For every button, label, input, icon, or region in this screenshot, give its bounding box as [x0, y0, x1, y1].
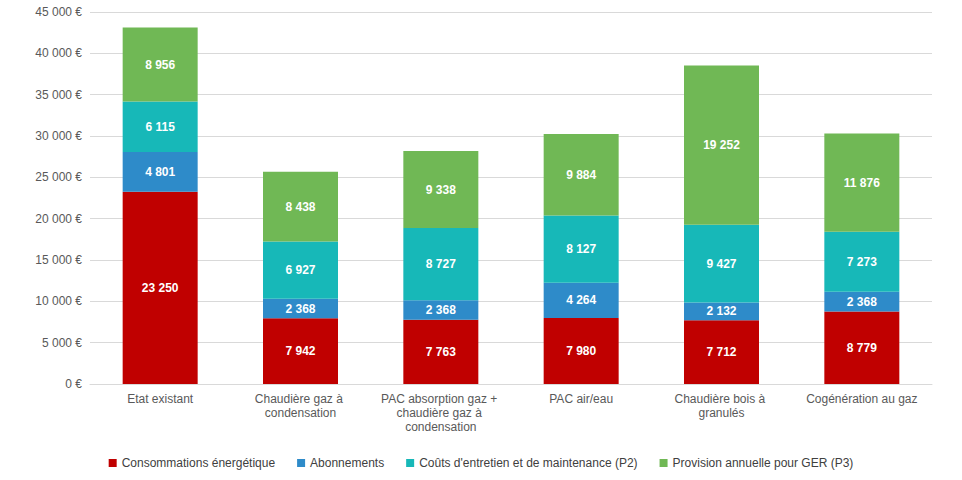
- svg-text:4 801: 4 801: [145, 165, 175, 179]
- svg-text:6 927: 6 927: [285, 263, 315, 277]
- svg-text:35 000 €: 35 000 €: [35, 88, 82, 102]
- svg-text:granulés: granulés: [698, 406, 744, 420]
- svg-text:7 980: 7 980: [566, 344, 596, 358]
- svg-text:2 368: 2 368: [426, 303, 456, 317]
- svg-text:Chaudière gaz à: Chaudière gaz à: [255, 392, 346, 406]
- svg-text:8 779: 8 779: [847, 341, 877, 355]
- svg-text:2 132: 2 132: [706, 304, 736, 318]
- svg-text:6 115: 6 115: [145, 120, 175, 134]
- svg-text:7 763: 7 763: [426, 345, 456, 359]
- svg-text:10 000 €: 10 000 €: [35, 294, 82, 308]
- svg-text:19 252: 19 252: [703, 138, 740, 152]
- svg-text:40 000 €: 40 000 €: [35, 46, 82, 60]
- svg-text:Etat existant: Etat existant: [127, 392, 194, 406]
- svg-text:Cogénération au gaz: Cogénération au gaz: [806, 392, 917, 406]
- svg-text:20 000 €: 20 000 €: [35, 212, 82, 226]
- svg-text:Coûts d'entretien et de mainte: Coûts d'entretien et de maintenance (P2): [419, 456, 637, 470]
- svg-text:7 273: 7 273: [847, 255, 877, 269]
- svg-text:11 876: 11 876: [844, 176, 880, 190]
- svg-text:30 000 €: 30 000 €: [35, 129, 82, 143]
- svg-text:23 250: 23 250: [142, 281, 179, 295]
- svg-text:condensation: condensation: [265, 406, 336, 420]
- svg-text:2 368: 2 368: [847, 295, 877, 309]
- svg-text:Chaudière bois à: Chaudière bois à: [674, 392, 768, 406]
- svg-text:15 000 €: 15 000 €: [35, 253, 82, 267]
- svg-text:chaudière gaz à: chaudière gaz à: [396, 406, 485, 420]
- svg-text:9 884: 9 884: [566, 168, 596, 182]
- svg-text:4 264: 4 264: [566, 293, 596, 307]
- svg-text:5 000 €: 5 000 €: [42, 336, 82, 350]
- svg-text:25 000 €: 25 000 €: [35, 170, 82, 184]
- svg-text:Provision annuelle pour GER (P: Provision annuelle pour GER (P3): [673, 456, 854, 470]
- svg-text:condensation: condensation: [405, 420, 476, 434]
- svg-text:45 000 €: 45 000 €: [35, 5, 82, 19]
- svg-text:7 712: 7 712: [706, 345, 736, 359]
- svg-text:9 427: 9 427: [706, 257, 736, 271]
- svg-text:9 338: 9 338: [426, 183, 456, 197]
- svg-text:7 942: 7 942: [285, 344, 315, 358]
- svg-text:PAC air/eau: PAC air/eau: [549, 392, 613, 406]
- svg-text:8 127: 8 127: [566, 242, 596, 256]
- svg-text:8 956: 8 956: [145, 58, 175, 72]
- svg-text:8 727: 8 727: [426, 257, 456, 271]
- svg-text:Abonnements: Abonnements: [310, 456, 384, 470]
- svg-text:Consommations énergétique: Consommations énergétique: [122, 456, 276, 470]
- svg-text:PAC absorption gaz +: PAC absorption gaz +: [381, 392, 501, 406]
- svg-text:2 368: 2 368: [285, 302, 315, 316]
- svg-text:0 €: 0 €: [65, 377, 82, 391]
- svg-text:8 438: 8 438: [285, 200, 315, 214]
